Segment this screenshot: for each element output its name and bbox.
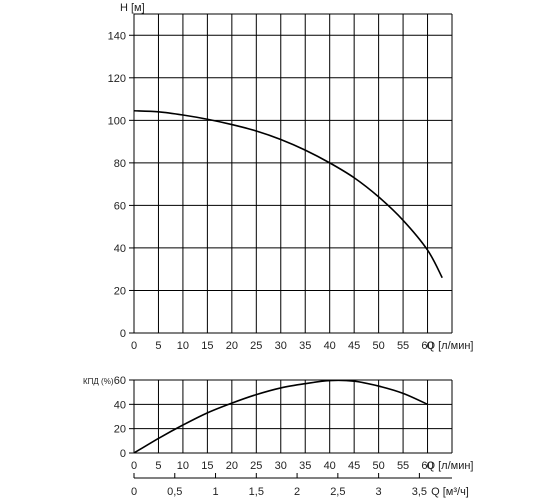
y-tick-label: 60	[114, 375, 126, 387]
y-tick-label: 60	[114, 200, 126, 212]
m3-tick-label: 3	[376, 486, 382, 498]
y-axis-label: H [м]	[120, 2, 145, 14]
y-tick-label: 40	[114, 243, 126, 255]
y-tick-label: 0	[120, 448, 126, 460]
flow-m3h-axis: 0 0,5 1 1,5 2 2,5 3 3,5 Q [м³/ч]	[131, 473, 469, 498]
x-tick-label: 35	[299, 460, 311, 472]
y-tick-label: 100	[108, 115, 126, 127]
m3-axis-label: Q [м³/ч]	[431, 486, 469, 498]
x-tick-label: 0	[131, 460, 137, 472]
x-tick-label: 60	[421, 460, 433, 472]
m3-tick-label: 1	[212, 486, 218, 498]
x-tick-label: 50	[372, 460, 384, 472]
y-tick-label: 20	[114, 285, 126, 297]
y-tick-label: 80	[114, 158, 126, 170]
x-tick-label: 30	[275, 340, 287, 352]
x-tick-label: 10	[177, 340, 189, 352]
y-tick-label: 20	[114, 424, 126, 436]
y-axis-label: КПД (%)	[83, 377, 114, 386]
m3-tick-label: 3,5	[412, 486, 427, 498]
m3-tick-label: 0,5	[167, 486, 182, 498]
x-tick-label: 40	[324, 340, 336, 352]
x-tick-label: 35	[299, 340, 311, 352]
x-tick-label: 5	[155, 460, 161, 472]
x-tick-label: 20	[226, 340, 238, 352]
x-tick-label: 5	[155, 340, 161, 352]
y-tick-label: 40	[114, 399, 126, 411]
x-tick-label: 10	[177, 460, 189, 472]
y-tick-label: 140	[108, 30, 126, 42]
m3-tick-label: 0	[131, 486, 137, 498]
x-axis-label: Q [л/мин]	[427, 460, 474, 472]
x-tick-label: 45	[348, 340, 360, 352]
y-tick-label: 120	[108, 73, 126, 85]
m3-tick-label: 1,5	[249, 486, 264, 498]
series-line	[133, 379, 428, 454]
series-line	[133, 109, 443, 279]
x-tick-label: 20	[226, 460, 238, 472]
x-tick-label: 55	[397, 340, 409, 352]
x-tick-label: 15	[201, 340, 213, 352]
m3-tick-label: 2	[294, 486, 300, 498]
x-tick-label: 50	[372, 340, 384, 352]
x-tick-label: 0	[131, 340, 137, 352]
x-tick-label: 25	[250, 340, 262, 352]
m3-tick-label: 2,5	[330, 486, 345, 498]
x-tick-label: 30	[275, 460, 287, 472]
y-tick-label: 0	[120, 328, 126, 340]
x-tick-label: 15	[201, 460, 213, 472]
head-curve-plot: 0 20 40 60 80 100 120 140 0 5 10 15 20 25 30 35 40 45 50 55…	[108, 2, 474, 352]
x-tick-label: 40	[324, 460, 336, 472]
x-axis-label: Q [л/мин]	[427, 340, 474, 352]
x-tick-label: 60	[421, 340, 433, 352]
x-tick-label: 45	[348, 460, 360, 472]
x-tick-label: 55	[397, 460, 409, 472]
x-tick-label: 25	[250, 460, 262, 472]
